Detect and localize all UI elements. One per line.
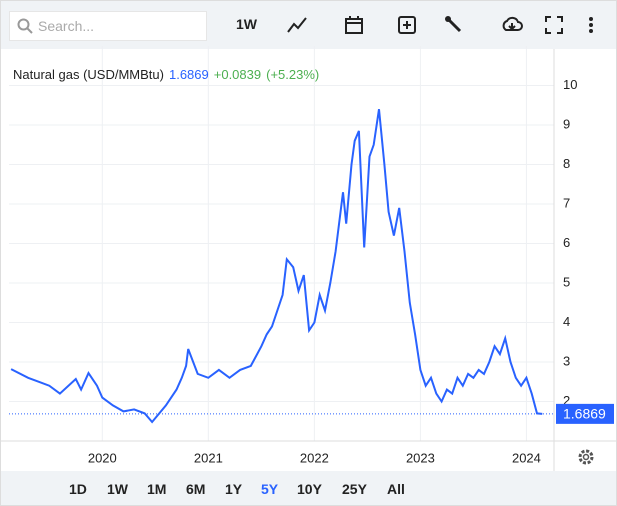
y-tick-label: 10: [563, 77, 577, 92]
y-tick-label: 3: [563, 353, 570, 368]
y-tick-label: 4: [563, 314, 570, 329]
search-placeholder: Search...: [38, 18, 95, 34]
settings-icon-hub: [582, 453, 590, 461]
x-tick-label: 2021: [194, 450, 223, 465]
settings-icon[interactable]: [578, 449, 594, 465]
last-value-tag: [556, 403, 614, 424]
y-tick-label: 7: [563, 195, 570, 210]
range-bar: 1D 1W 1M 6M 1Y 5Y 10Y 25Y All: [1, 471, 616, 505]
download-icon[interactable]: [500, 14, 524, 36]
settings-icon-ring: [578, 449, 594, 465]
price-line: [10, 109, 543, 424]
legend-item: +0.0839: [214, 67, 261, 82]
calendar-icon[interactable]: [343, 14, 365, 36]
range-button[interactable]: All: [387, 481, 405, 497]
x-tick-label: 2020: [88, 450, 117, 465]
chart-type-icon[interactable]: [286, 15, 310, 35]
last-value-tag-text: 1.6869: [563, 406, 606, 422]
range-button[interactable]: 1M: [147, 481, 167, 497]
range-button[interactable]: 1W: [107, 481, 128, 497]
range-button[interactable]: 1Y: [225, 481, 243, 497]
legend-item: (+5.23%): [266, 67, 319, 82]
interval-button[interactable]: 1W: [236, 16, 257, 32]
legend: Natural gas (USD/MMBtu) 1.6869 +0.0839 (+5.…: [13, 67, 319, 82]
range-button[interactable]: 6M: [186, 481, 206, 497]
y-tick-label: 8: [563, 156, 570, 171]
plot-background: [1, 49, 616, 471]
x-tick-label: 2024: [512, 450, 541, 465]
menu-icon[interactable]: [586, 15, 596, 35]
x-tick-label: 2022: [300, 450, 329, 465]
search-box[interactable]: Search...: [9, 11, 207, 41]
y-tick-label: 6: [563, 235, 570, 250]
y-tick-label: 9: [563, 116, 570, 131]
x-tick-label: 2023: [406, 450, 435, 465]
range-button[interactable]: 10Y: [297, 481, 322, 497]
legend-item: 1.6869: [169, 67, 209, 82]
range-button[interactable]: 1D: [69, 481, 87, 497]
range-button[interactable]: 5Y: [261, 481, 279, 497]
range-button[interactable]: 25Y: [342, 481, 367, 497]
fullscreen-icon[interactable]: [544, 15, 564, 35]
y-tick-label: 2: [563, 393, 570, 408]
search-icon: [17, 18, 33, 34]
compare-icon[interactable]: [396, 14, 418, 36]
tools-icon[interactable]: [443, 14, 465, 36]
toolbar: Search... 1W: [1, 1, 616, 49]
legend-item: Natural gas (USD/MMBtu): [13, 67, 164, 82]
y-tick-label: 5: [563, 274, 570, 289]
